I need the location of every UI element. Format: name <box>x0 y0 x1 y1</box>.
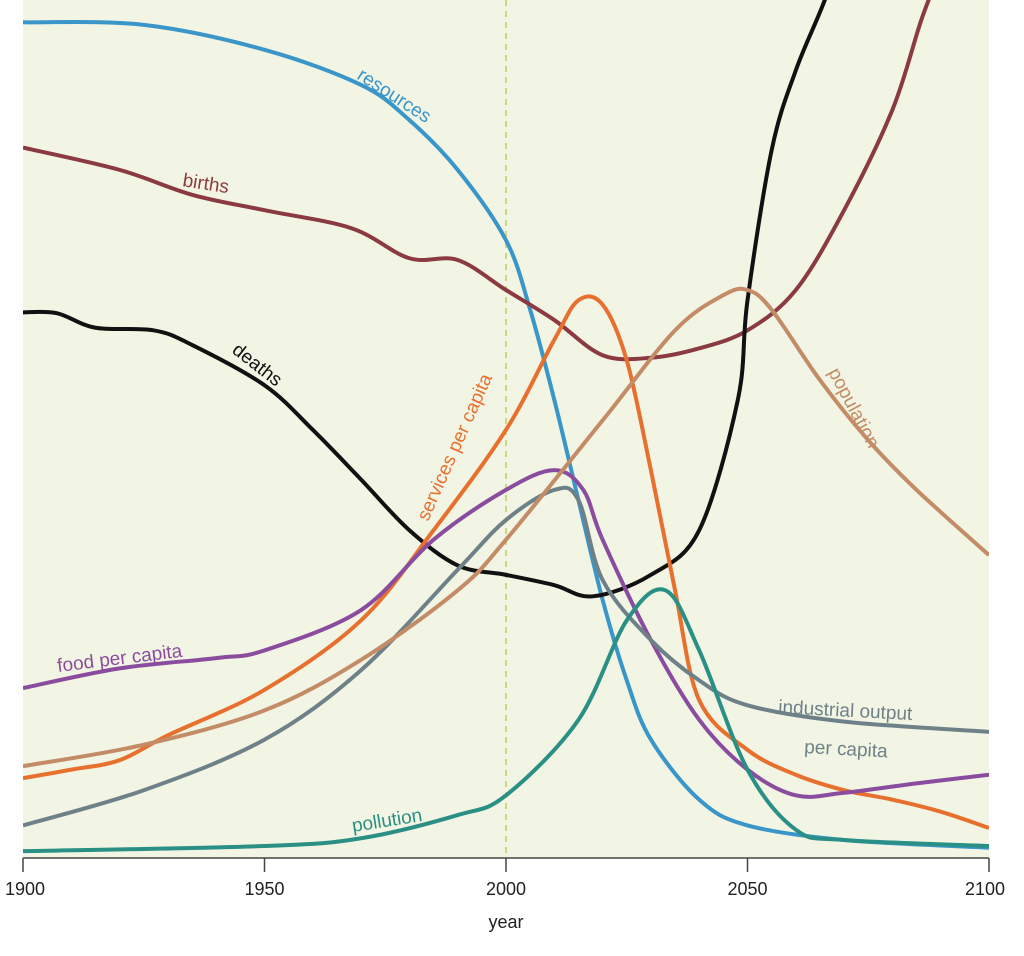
x-tick-label: 2050 <box>727 879 767 899</box>
label-per-capita: per capita <box>804 737 889 762</box>
x-tick-label: 2100 <box>965 879 1005 899</box>
series-line-services-per-capita <box>23 294 989 830</box>
series-line-births <box>23 0 931 362</box>
x-tick-label: 1900 <box>5 879 45 899</box>
x-axis-label: year <box>488 912 523 932</box>
series-line-population <box>23 286 989 769</box>
series-line-pollution <box>23 587 989 854</box>
series-line-industrial-output-per-capita <box>23 485 989 828</box>
series-line-resources <box>23 20 989 850</box>
x-tick-label: 1950 <box>244 879 284 899</box>
series-line-deaths <box>23 0 827 599</box>
x-tick-label: 2000 <box>486 879 526 899</box>
series-line-food-per-capita <box>23 468 989 799</box>
